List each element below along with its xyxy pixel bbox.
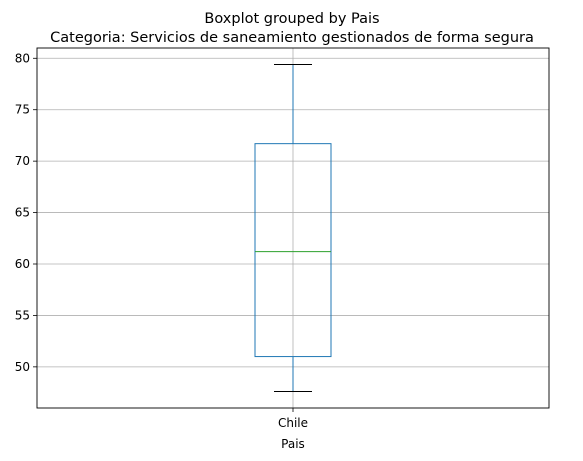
y-tick-label: 80 bbox=[15, 51, 30, 65]
y-tick-label: 70 bbox=[15, 154, 30, 168]
plot-area: 50 55 60 65 70 75 80 Chile bbox=[15, 48, 549, 430]
y-tick-label: 55 bbox=[15, 308, 30, 322]
y-tick-label: 65 bbox=[15, 206, 30, 220]
y-tick-label: 60 bbox=[15, 257, 30, 271]
chart-suptitle: Boxplot grouped by Pais bbox=[204, 11, 379, 27]
x-tick-label: Chile bbox=[278, 416, 308, 430]
x-axis-label: Pais bbox=[281, 437, 305, 451]
chart-title: Categoria: Servicios de saneamiento gest… bbox=[50, 30, 534, 46]
y-tick-label: 75 bbox=[15, 103, 30, 117]
y-tick-label: 50 bbox=[15, 360, 30, 374]
